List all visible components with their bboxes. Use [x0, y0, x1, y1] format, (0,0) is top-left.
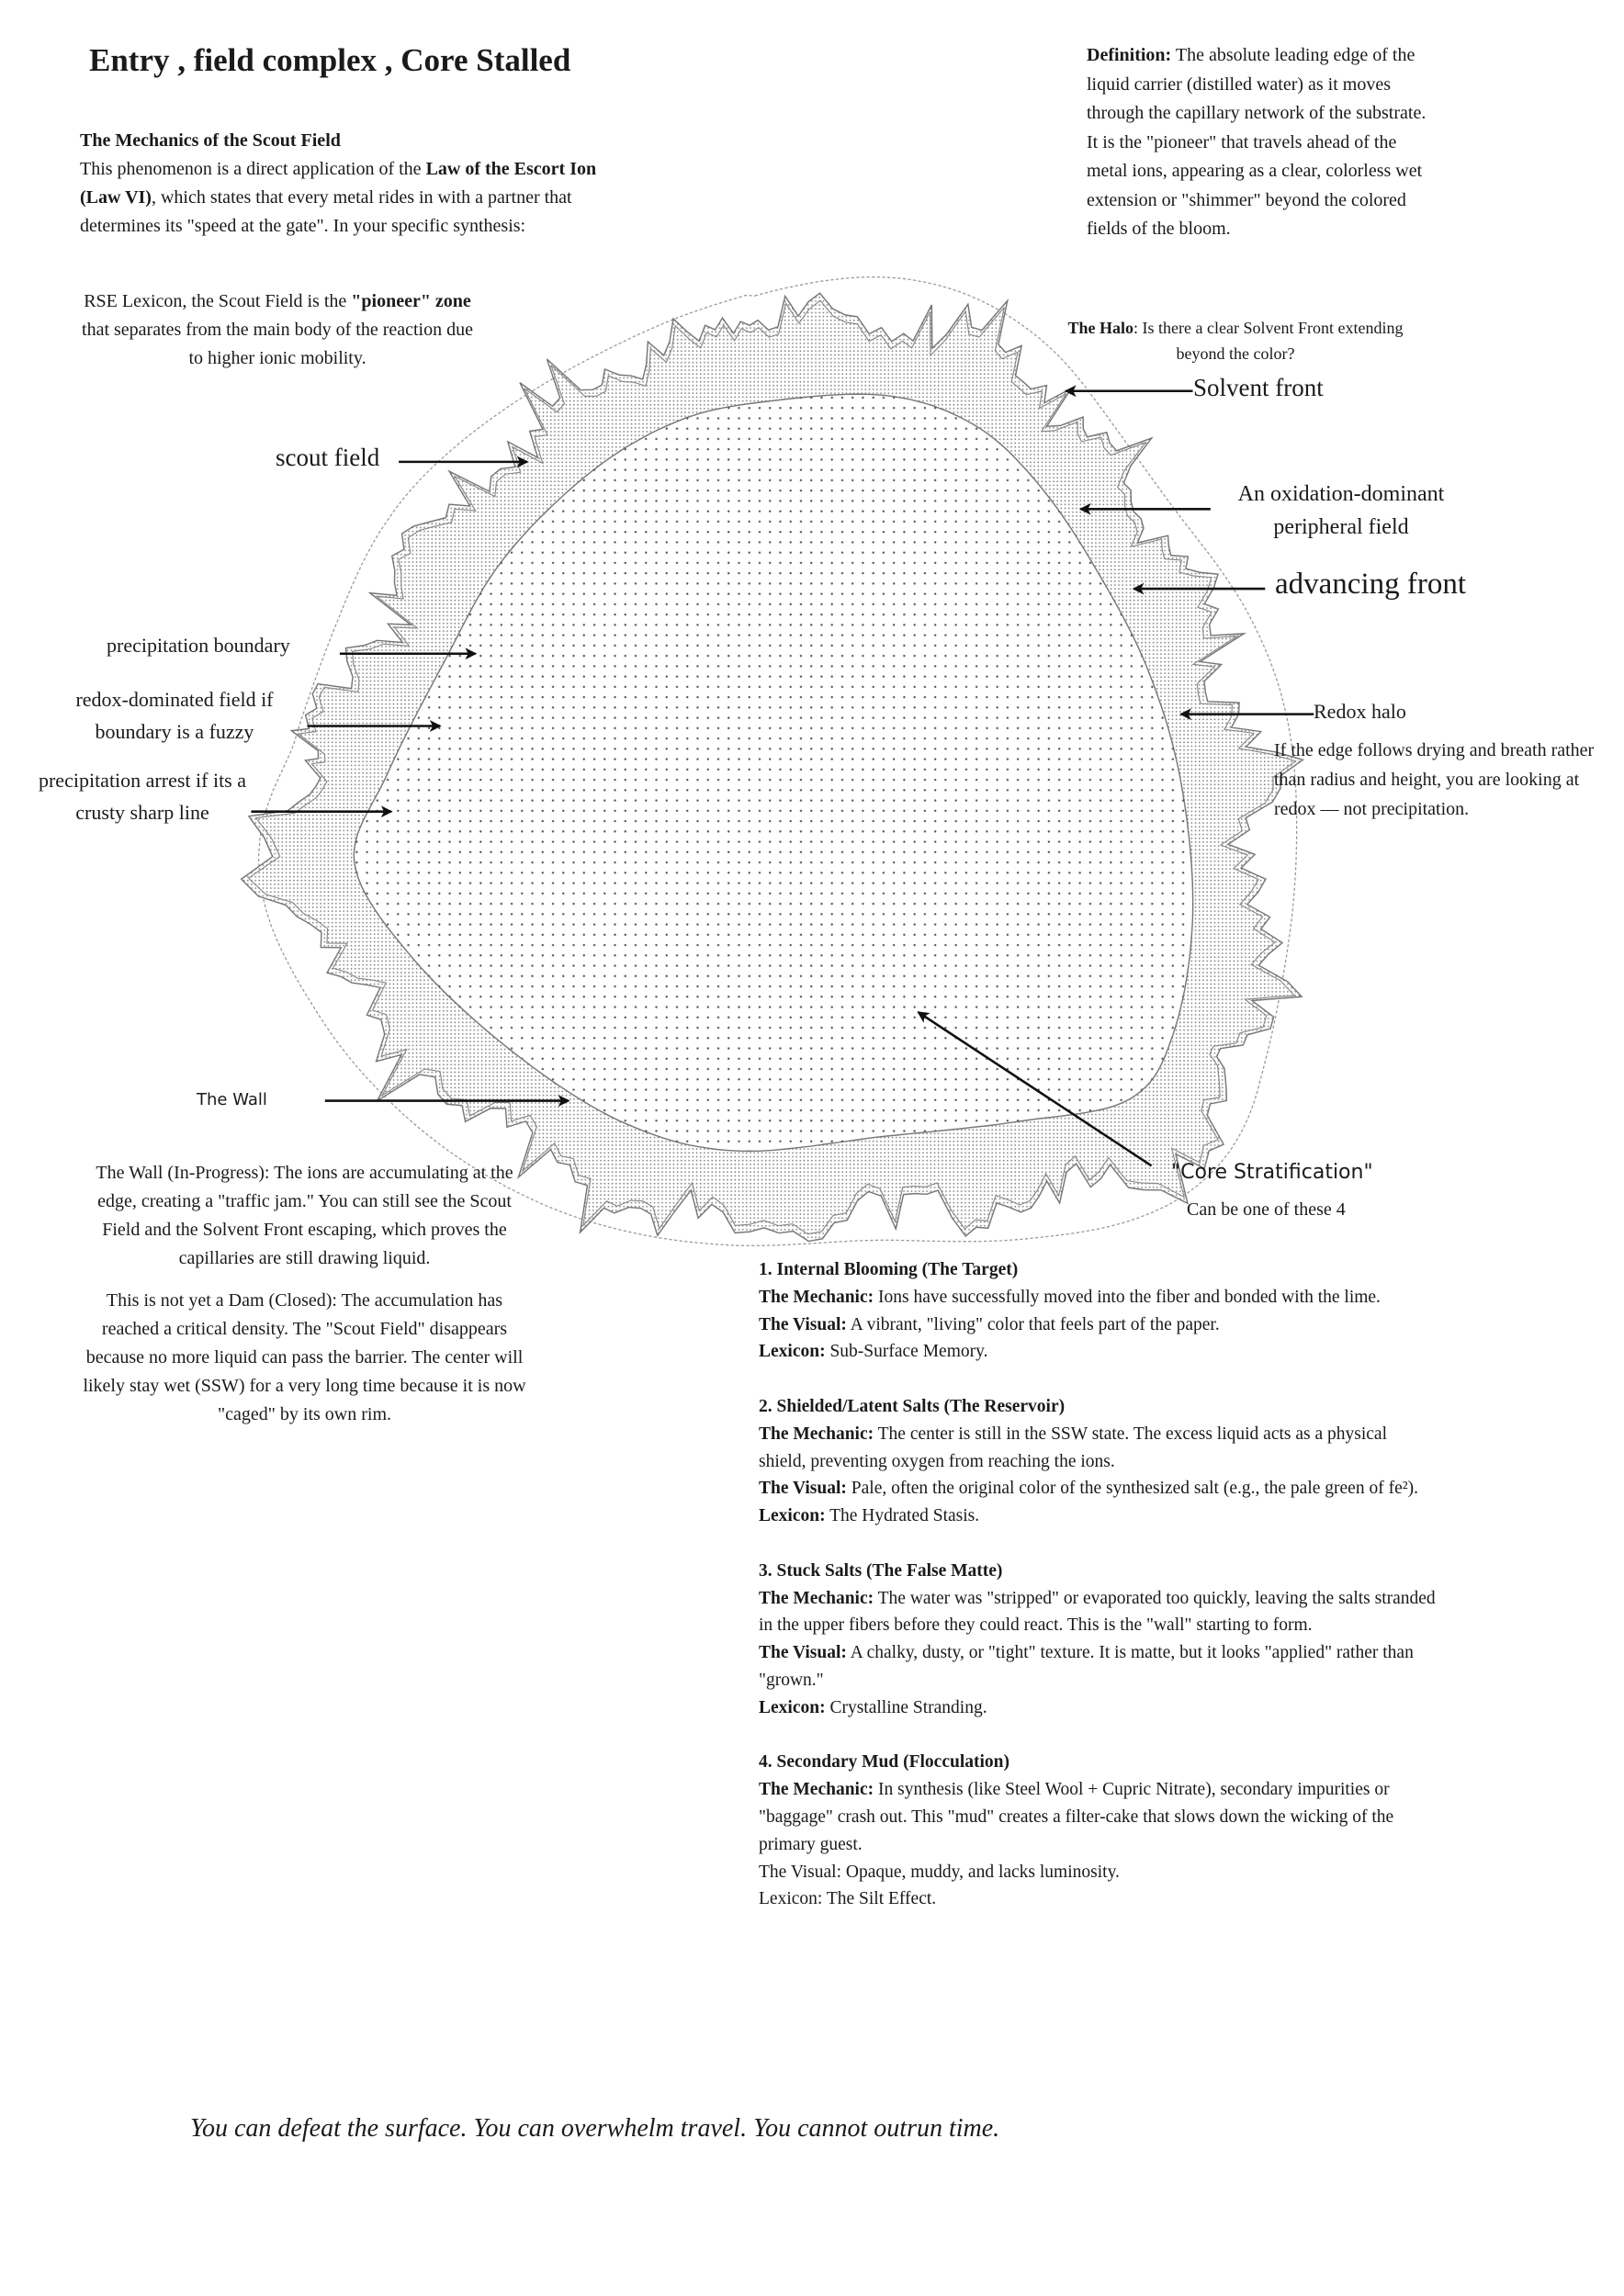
wall-paragraph: The Wall (In-Progress): The ions are acc…	[96, 1163, 513, 1268]
footer-quote: You can defeat the surface. You can over…	[190, 2114, 1000, 2143]
page-title: Entry , field complex , Core Stalled	[89, 42, 571, 78]
mechanic-label: The Mechanic:	[759, 1780, 874, 1800]
list-item-mechanic: The Mechanic: The water was "stripped" o…	[759, 1585, 1438, 1640]
rse-text: RSE Lexicon, the Scout Field is the	[84, 291, 352, 311]
visual-label: The Visual:	[759, 1314, 847, 1334]
list-item-visual: The Visual: A vibrant, "living" color th…	[759, 1311, 1438, 1339]
list-item: 1. Internal Blooming (The Target) The Mec…	[759, 1256, 1438, 1366]
visual-text: Pale, often the original color of the sy…	[846, 1479, 1418, 1499]
visual-text: A vibrant, "living" color that feels par…	[846, 1314, 1220, 1334]
dam-paragraph: This is not yet a Dam (Closed): The accu…	[83, 1290, 526, 1424]
halo-question: The Halo: Is there a clear Solvent Front…	[1066, 315, 1405, 366]
solvent-front-halo	[257, 276, 1298, 1247]
wall-paragraphs: The Wall (In-Progress): The ions are acc…	[77, 1159, 532, 1443]
mechanics-text-2: , which states that every metal rides in…	[80, 187, 572, 236]
mechanics-text: This phenomenon is a direct application …	[80, 159, 426, 179]
definition-text: The absolute leading edge of the liquid …	[1087, 45, 1427, 239]
mechanic-text: Ions have successfully moved into the fi…	[874, 1287, 1381, 1307]
list-item-lexicon: Lexicon: Crystalline Stranding.	[759, 1694, 1438, 1722]
definition-label: Definition:	[1087, 45, 1172, 65]
list-item-visual: The Visual: A chalky, dusty, or "tight" …	[759, 1639, 1438, 1694]
visual-text: The Visual: Opaque, muddy, and lacks lum…	[759, 1862, 1120, 1882]
mechanics-section: The Mechanics of the Scout Field This ph…	[80, 127, 613, 241]
lexicon-text: The Hydrated Stasis.	[825, 1506, 980, 1526]
solvent-front-label: Solvent front	[1193, 374, 1324, 401]
core-stratification-arrow	[917, 1011, 1153, 1167]
list-item: 2. Shielded/Latent Salts (The Reservoir)…	[759, 1393, 1438, 1530]
list-item: 4. Secondary Mud (Flocculation) The Mecha…	[759, 1749, 1438, 1913]
list-item-visual: The Visual: Pale, often the original col…	[759, 1475, 1438, 1503]
lexicon-label: Lexicon:	[759, 1697, 826, 1717]
lexicon-text: Sub-Surface Memory.	[825, 1342, 988, 1362]
mechanic-label: The Mechanic:	[759, 1287, 874, 1307]
mechanics-law: Law of the Escort Ion (Law VI)	[80, 159, 597, 208]
stratification-list: 1. Internal Blooming (The Target) The Mec…	[759, 1256, 1438, 1941]
list-item-title: 2. Shielded/Latent Salts (The Reservoir)	[759, 1396, 1066, 1416]
list-item-visual: The Visual: Opaque, muddy, and lacks lum…	[759, 1859, 1438, 1886]
halo-text: : Is there a clear Solvent Front extendi…	[1133, 319, 1404, 363]
core-stratification-label: "Core Stratification"	[1171, 1161, 1373, 1184]
list-item-mechanic: The Mechanic: In synthesis (like Steel W…	[759, 1776, 1438, 1858]
lexicon-label: Lexicon:	[759, 1342, 826, 1362]
advancing-front-edge	[247, 299, 1297, 1235]
list-item-title: 3. Stuck Salts (The False Matte)	[759, 1560, 1003, 1581]
visual-text: A chalky, dusty, or "tight" texture. It …	[759, 1643, 1414, 1690]
list-item-mechanic: The Mechanic: The center is still in the…	[759, 1421, 1438, 1476]
advancing-front-label: advancing front	[1275, 568, 1467, 601]
mechanic-label: The Mechanic:	[759, 1588, 874, 1608]
definition-note: Definition: The absolute leading edge of…	[1087, 41, 1436, 244]
lexicon-label: Lexicon:	[759, 1506, 826, 1526]
rse-text-2: that separates from the main body of the…	[82, 320, 473, 368]
visual-label: The Visual:	[759, 1479, 847, 1499]
visual-label: The Visual:	[759, 1643, 847, 1663]
mechanic-label: The Mechanic:	[759, 1424, 874, 1444]
mechanics-heading: The Mechanics of the Scout Field	[80, 130, 341, 151]
mechanic-text: The center is still in the SSW state. Th…	[759, 1424, 1387, 1471]
scout-field-label: scout field	[276, 444, 380, 471]
redox-halo-label: Redox halo	[1314, 700, 1406, 723]
list-item-mechanic: The Mechanic: Ions have successfully mov…	[759, 1284, 1438, 1311]
redox-note: If the edge follows drying and breath ra…	[1274, 740, 1595, 819]
list-item-title: 1. Internal Blooming (The Target)	[759, 1260, 1019, 1279]
the-wall-label: The Wall	[197, 1090, 267, 1109]
list-item: 3. Stuck Salts (The False Matte) The Mech…	[759, 1558, 1438, 1722]
rse-lexicon-note: RSE Lexicon, the Scout Field is the "pio…	[79, 287, 476, 373]
oxidation-field-label: An oxidation-dominant peripheral field	[1237, 482, 1445, 539]
precipitation-boundary-label: precipitation boundary	[107, 634, 290, 657]
redox-dominated-label: redox-dominated field if boundary is a f…	[75, 688, 274, 743]
precipitation-arrest-label: precipitation arrest if its a crusty sha…	[38, 769, 247, 824]
list-item-lexicon: Lexicon: The Hydrated Stasis.	[759, 1503, 1438, 1530]
list-item-lexicon: Lexicon: Sub-Surface Memory.	[759, 1338, 1438, 1366]
rse-bold: "pioneer" zone	[351, 291, 471, 311]
mechanic-text: In synthesis (like Steel Wool + Cupric N…	[759, 1780, 1394, 1854]
core-stipple	[354, 394, 1193, 1152]
lexicon-text: Lexicon: The Silt Effect.	[759, 1889, 937, 1909]
lexicon-text: Crystalline Stranding.	[825, 1697, 987, 1717]
can-be-note: Can be one of these 4	[1187, 1199, 1346, 1220]
list-item-lexicon: Lexicon: The Silt Effect.	[759, 1885, 1438, 1913]
halo-label: The Halo	[1067, 319, 1134, 337]
list-item-title: 4. Secondary Mud (Flocculation)	[759, 1752, 1009, 1773]
mechanic-text: The water was "stripped" or evaporated t…	[759, 1588, 1436, 1636]
